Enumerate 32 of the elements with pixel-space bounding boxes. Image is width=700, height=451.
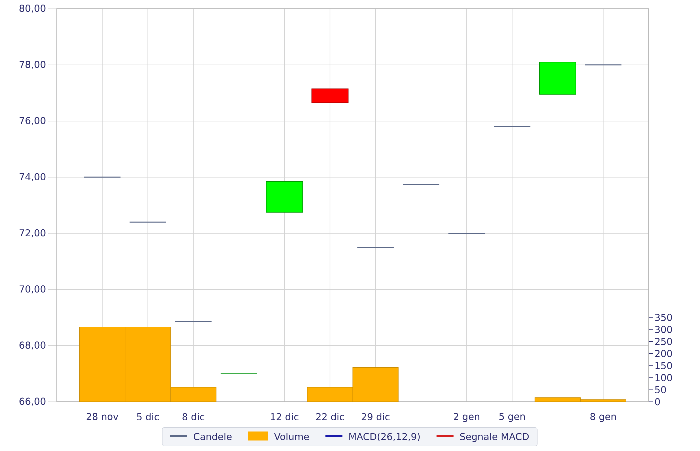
legend-label: MACD(26,12,9) (350, 433, 420, 442)
y2-tick-label: 200 (655, 350, 672, 358)
x-tick-label: 28 nov (86, 413, 119, 420)
y2-tick-label: 100 (656, 374, 672, 382)
y-tick-label: 80,00 (20, 4, 46, 14)
y-tick-label: 78,00 (20, 61, 46, 70)
y2-tick-label: 300 (655, 326, 672, 334)
x-tick-label: 29 dic (362, 413, 390, 421)
y-tick-label: 74,00 (20, 173, 46, 182)
y-tick-label: 70,00 (20, 286, 46, 294)
x-tick-label: 12 dic (271, 413, 299, 421)
x-tick-label: 22 dic (316, 413, 344, 421)
x-tick-label: 8 gen (590, 413, 616, 422)
candlestick (539, 62, 576, 95)
y-tick-label: 68,00 (20, 342, 46, 350)
candlestick (266, 181, 304, 213)
x-tick-label: 8 dic (182, 413, 205, 421)
y-tick-label: 66,00 (20, 398, 46, 406)
y2-tick-label: 0 (655, 398, 660, 406)
legend-label: Candele (194, 433, 232, 440)
legend-label: Volume (274, 433, 310, 440)
x-tick-label: 2 gen (454, 413, 480, 422)
y-tick-label: 72,00 (20, 229, 46, 238)
y2-tick-label: 250 (655, 338, 672, 346)
legend-label: Segnale MACD (460, 433, 529, 442)
x-tick-label: 5 gen (500, 413, 526, 422)
y2-tick-label: 150 (656, 362, 672, 370)
y-tick-label: 76,00 (20, 117, 46, 126)
candlestick (312, 88, 349, 104)
x-tick-label: 5 dic (137, 413, 159, 421)
y2-tick-label: 350 (655, 314, 672, 322)
y2-tick-label: 50 (655, 386, 666, 394)
